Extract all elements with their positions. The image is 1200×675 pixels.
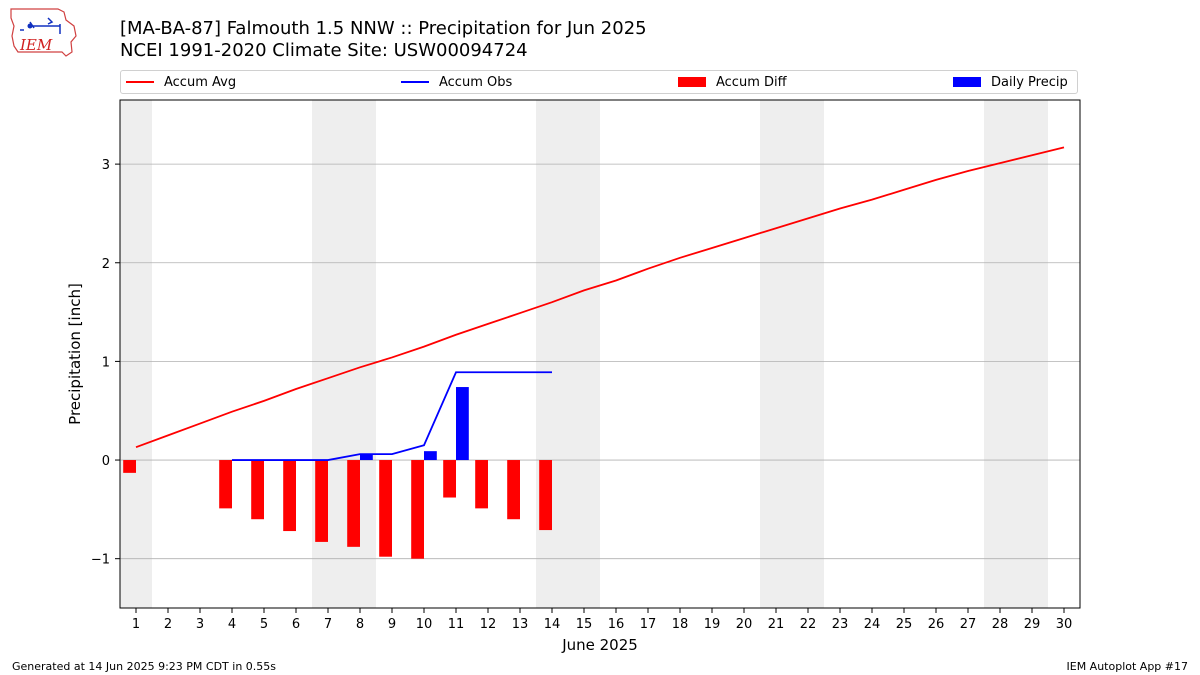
weekend-band-2 <box>536 100 600 608</box>
legend-swatch-daily-precip <box>953 76 981 87</box>
accum-avg-line <box>135 146 1065 449</box>
x-tick-label-10: 10 <box>416 617 433 632</box>
accum-diff-bar-day-12 <box>475 460 488 509</box>
x-tick-label-23: 23 <box>832 617 849 632</box>
iem-logo: IEM <box>10 8 77 57</box>
x-tick-label-19: 19 <box>704 617 721 632</box>
x-tick-label-7: 7 <box>324 617 332 632</box>
bar-marks <box>123 387 552 559</box>
legend-item-accum-avg: Accum Avg <box>126 74 236 92</box>
y-tick-label-0: 0 <box>102 454 110 469</box>
legend-item-daily-precip: Daily Precip <box>953 74 1068 92</box>
y-axis-label: Precipitation [inch] <box>66 283 84 425</box>
legend-label-daily-precip: Daily Precip <box>991 75 1068 90</box>
x-tick-label-12: 12 <box>480 617 497 632</box>
x-tick-label-28: 28 <box>992 617 1009 632</box>
x-tick-label-20: 20 <box>736 617 753 632</box>
daily-precip-bar-day-11 <box>456 387 469 461</box>
x-axis-label: June 2025 <box>561 636 638 654</box>
x-tick-label-30: 30 <box>1056 617 1073 632</box>
y-tick-label--1: −1 <box>91 553 110 568</box>
legend-swatch-accum-obs <box>401 80 429 83</box>
legend-item-accum-obs: Accum Obs <box>401 74 512 92</box>
weekend-bands <box>120 100 1048 608</box>
legend-swatch-accum-diff <box>678 76 706 87</box>
x-tick-label-14: 14 <box>544 617 561 632</box>
x-tick-label-4: 4 <box>228 617 236 632</box>
y-tick-label-2: 2 <box>102 257 110 272</box>
x-tick-label-21: 21 <box>768 617 785 632</box>
legend-label-accum-diff: Accum Diff <box>716 75 787 90</box>
x-tick-label-29: 29 <box>1024 617 1041 632</box>
x-tick-label-22: 22 <box>800 617 817 632</box>
legend-swatch-accum-avg <box>126 80 154 83</box>
daily-precip-bar-day-10 <box>424 451 437 461</box>
chart-subtitle: NCEI 1991-2020 Climate Site: USW00094724 <box>120 40 528 61</box>
accum-diff-bar-day-9 <box>379 460 392 557</box>
accum-diff-bar-day-1 <box>123 460 136 473</box>
y-tick-label-3: 3 <box>102 158 110 173</box>
accum-diff-bar-day-10 <box>411 460 424 559</box>
legend-label-accum-avg: Accum Avg <box>164 75 237 90</box>
x-tick-label-13: 13 <box>512 617 529 632</box>
x-tick-label-18: 18 <box>672 617 689 632</box>
plot-frame <box>119 99 1081 609</box>
x-tick-label-25: 25 <box>896 617 913 632</box>
chart-title: [MA-BA-87] Falmouth 1.5 NNW :: Precipita… <box>120 18 647 39</box>
legend-label-accum-obs: Accum Obs <box>439 75 513 90</box>
weather-station-icon <box>20 17 61 34</box>
accum-diff-bar-day-4 <box>219 460 232 509</box>
accum-diff-bar-day-7 <box>315 460 328 542</box>
x-tick-label-17: 17 <box>640 617 657 632</box>
legend-item-accum-diff: Accum Diff <box>678 74 787 92</box>
x-tick-label-9: 9 <box>388 617 396 632</box>
x-tick-label-3: 3 <box>196 617 204 632</box>
iowa-outline <box>10 8 77 57</box>
weekend-band-0 <box>120 100 152 608</box>
grid-lines <box>120 163 1080 560</box>
weekend-band-3 <box>760 100 824 608</box>
y-tick-label-1: 1 <box>102 355 110 370</box>
x-tick-label-8: 8 <box>356 617 364 632</box>
weekend-band-1 <box>312 100 376 608</box>
accum-diff-bar-day-11 <box>443 460 456 498</box>
line-marks <box>135 146 1065 461</box>
x-tick-label-24: 24 <box>864 617 881 632</box>
x-tick-label-1: 1 <box>132 617 140 632</box>
accum-diff-bar-day-6 <box>283 460 296 532</box>
x-tick-label-6: 6 <box>292 617 300 632</box>
footer-generated: Generated at 14 Jun 2025 9:23 PM CDT in … <box>12 660 277 673</box>
accum-diff-bar-day-5 <box>251 460 264 520</box>
accum-diff-bar-day-14 <box>539 460 552 531</box>
footer-app: IEM Autoplot App #17 <box>1066 660 1189 673</box>
x-tick-label-15: 15 <box>576 617 593 632</box>
x-tick-label-16: 16 <box>608 617 625 632</box>
x-tick-label-27: 27 <box>960 617 977 632</box>
x-tick-label-26: 26 <box>928 617 945 632</box>
daily-precip-bar-day-8 <box>360 454 373 461</box>
x-tick-label-5: 5 <box>260 617 268 632</box>
x-tick-label-2: 2 <box>164 617 172 632</box>
accum-diff-bar-day-8 <box>347 460 360 547</box>
accum-diff-bar-day-13 <box>507 460 520 520</box>
chart-legend: Accum Avg Accum Obs Accum Diff Daily Pre… <box>120 70 1078 94</box>
weekend-band-4 <box>984 100 1048 608</box>
logo-text: IEM <box>19 36 53 54</box>
accum-obs-line <box>232 371 552 461</box>
x-tick-label-11: 11 <box>448 617 465 632</box>
axis-ticks: 1 2 3 4 5 6 7 8 9 10 11 12 13 14 15 16 17 18 19 20 21 22 23 24 2… <box>91 158 1072 632</box>
